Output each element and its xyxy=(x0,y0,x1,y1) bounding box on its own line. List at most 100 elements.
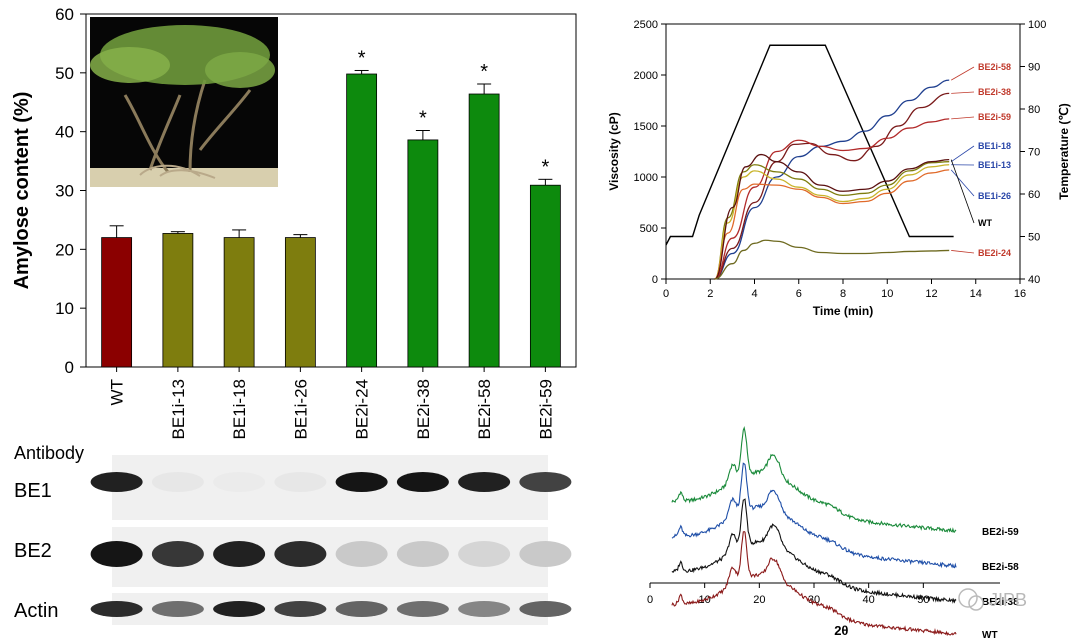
blot-band-BE2-WT xyxy=(90,541,143,567)
rva-temperature-line xyxy=(665,44,954,246)
bar-BE1i-13 xyxy=(162,233,194,368)
rva-series-BE1i-18 xyxy=(714,161,950,280)
rva-y2-tick-label: 60 xyxy=(1028,189,1040,201)
inset-roots xyxy=(139,164,216,179)
blot-label-BE2: BE2 xyxy=(14,540,52,562)
significance-mark-BE2i-58: * xyxy=(480,61,488,83)
rva-y2-tick-label: 70 xyxy=(1028,147,1040,159)
watermark-icon xyxy=(958,588,978,608)
xrd-series-BE2i-59 xyxy=(671,426,957,533)
rva-leader-BE2i-58 xyxy=(951,66,975,81)
xrd-series-WT xyxy=(671,530,957,637)
bar-y-axis-title: Amylose content (%) xyxy=(11,92,33,290)
bar-x-label-BE1i-18: BE1i-18 xyxy=(230,379,249,439)
blot-band-BE2-BE2i-24 xyxy=(335,541,388,567)
rva-series-BE2i-38 xyxy=(714,92,950,280)
bar-BE1i-18 xyxy=(223,237,255,368)
rva-leader-BE1i-18 xyxy=(950,145,975,163)
xrd-series-label-BE2i-59: BE2i-59 xyxy=(982,527,1019,538)
rva-series-BE2i-59 xyxy=(714,118,950,280)
rva-series-label-BE1i-13: BE1i-13 xyxy=(978,160,1011,170)
blot-band-BE2-BE1i-26 xyxy=(274,541,327,567)
bar-x-label-BE1i-26: BE1i-26 xyxy=(291,379,310,439)
significance-mark-BE2i-59: * xyxy=(541,156,549,178)
bar-BE2i-58 xyxy=(468,93,500,368)
bar-BE2i-59 xyxy=(529,184,561,368)
bar-y-tick-label: 10 xyxy=(55,299,74,318)
rva-y-axis-title: Viscosity (cP) xyxy=(607,112,621,190)
blot-label-BE1: BE1 xyxy=(14,480,52,502)
blot-band-BE2-BE2i-58 xyxy=(458,541,511,567)
rva-series-label-BE2i-24: BE2i-24 xyxy=(978,248,1011,258)
blot-band-Actin-BE2i-24 xyxy=(335,601,388,617)
rva-leader-WT xyxy=(950,159,975,224)
blot-band-Actin-WT xyxy=(90,601,143,617)
xrd-x-axis-title: 2θ xyxy=(834,623,848,638)
rva-x-tick-label: 12 xyxy=(925,288,937,300)
bar-x-label-BE2i-58: BE2i-58 xyxy=(475,379,494,439)
bar-x-label-BE1i-13: BE1i-13 xyxy=(169,379,188,439)
rva-plot-frame xyxy=(665,23,1021,280)
inset-stems xyxy=(123,79,252,173)
blot-band-Actin-BE1i-26 xyxy=(274,601,327,617)
bar-BE1i-26 xyxy=(284,237,316,368)
rva-series-BE2i-58 xyxy=(714,79,950,280)
rva-y-tick-label: 500 xyxy=(640,223,658,235)
rva-y-tick-label: 0 xyxy=(652,274,658,286)
inset-canopy-right xyxy=(205,52,275,88)
rva-y-tick-label: 2000 xyxy=(634,70,658,82)
rva-y-tick-label: 2500 xyxy=(634,19,658,31)
blot-band-Actin-BE1i-13 xyxy=(151,601,204,617)
rva-leader-BE1i-26 xyxy=(950,169,975,197)
significance-mark-BE2i-24: * xyxy=(358,47,366,69)
blot-band-BE1-BE2i-24 xyxy=(335,472,388,492)
bar-x-label-BE2i-38: BE2i-38 xyxy=(414,379,433,439)
xrd-x-tick-label: 40 xyxy=(863,594,875,606)
watermark-text: JIPB xyxy=(989,590,1027,610)
blot-antibody-header: Antibody xyxy=(14,443,84,463)
rva-x-tick-label: 16 xyxy=(1014,288,1026,300)
blot-band-BE1-BE1i-18 xyxy=(213,472,266,492)
inset-photo xyxy=(90,17,278,187)
rva-x-tick-label: 0 xyxy=(663,288,669,300)
blot-band-Actin-BE1i-18 xyxy=(213,601,266,617)
rva-leader-BE2i-24 xyxy=(951,250,975,254)
rva-y2-axis-title: Temperature (℃) xyxy=(1057,103,1071,200)
blot-band-BE2-BE2i-38 xyxy=(396,541,449,567)
blot-band-BE2-BE1i-13 xyxy=(151,541,204,567)
rva-series-BE1i-26 xyxy=(714,169,950,280)
rva-y2-tick-label: 40 xyxy=(1028,274,1040,286)
xrd-series-label-WT: WT xyxy=(982,630,998,641)
rva-x-tick-label: 6 xyxy=(796,288,802,300)
blot-band-BE2-BE1i-18 xyxy=(213,541,266,567)
bar-BE2i-38 xyxy=(407,139,439,368)
inset-ground xyxy=(90,168,278,187)
blot-band-BE1-BE2i-59 xyxy=(519,472,572,492)
rva-series-label-WT: WT xyxy=(978,218,992,228)
xrd-x-tick-label: 30 xyxy=(808,594,820,606)
blot-band-BE1-WT xyxy=(90,472,143,492)
blot-band-BE1-BE1i-13 xyxy=(151,472,204,492)
bar-y-tick-label: 60 xyxy=(55,5,74,24)
rva-x-tick-label: 8 xyxy=(840,288,846,300)
blot-band-Actin-BE2i-58 xyxy=(458,601,511,617)
rva-leader-BE2i-38 xyxy=(951,91,975,94)
rva-y2-tick-label: 100 xyxy=(1028,19,1046,31)
xrd-series-label-BE2i-58: BE2i-58 xyxy=(982,562,1019,573)
rva-series-BE1i-13 xyxy=(714,164,950,280)
rva-series-label-BE2i-58: BE2i-58 xyxy=(978,62,1011,72)
rva-series-BE2i-24 xyxy=(714,239,950,280)
blot-band-BE1-BE1i-26 xyxy=(274,472,327,492)
blot-band-Actin-BE2i-38 xyxy=(396,601,449,617)
bar-x-label-BE2i-59: BE2i-59 xyxy=(536,379,555,439)
bar-y-tick-label: 30 xyxy=(55,182,74,201)
bar-WT xyxy=(101,237,133,368)
inset-canopy-left xyxy=(90,47,170,83)
blot-band-Actin-BE2i-59 xyxy=(519,601,572,617)
blot-band-BE2-BE2i-59 xyxy=(519,541,572,567)
xrd-x-tick-label: 20 xyxy=(753,594,765,606)
xrd-series-BE2i-38 xyxy=(671,498,957,604)
watermark-icon-b xyxy=(968,595,984,611)
bar-x-label-BE2i-24: BE2i-24 xyxy=(353,379,372,439)
